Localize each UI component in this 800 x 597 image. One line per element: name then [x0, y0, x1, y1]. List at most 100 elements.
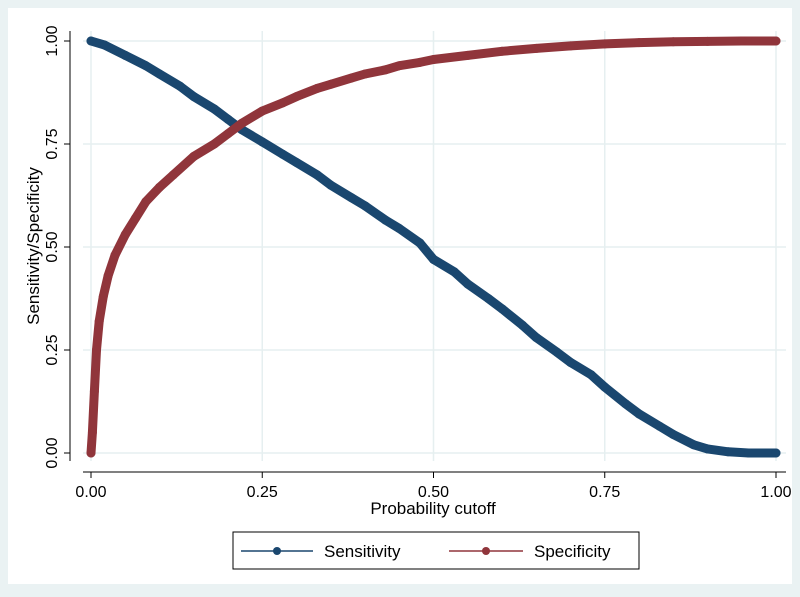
data-point: [497, 304, 507, 314]
x-tick-label: 0.00: [75, 484, 106, 501]
axes: 0.00 0.25 0.50 0.75 1.00 0.00 0.25 0.50 0.75 1.00: [44, 25, 792, 501]
data-point: [668, 430, 678, 439]
data-point: [552, 347, 562, 357]
data-point: [620, 399, 630, 409]
data-point: [278, 149, 288, 159]
data-point: [278, 98, 288, 108]
data-point: [381, 65, 391, 75]
y-tick-label: 0.25: [44, 334, 61, 365]
data-point: [141, 61, 151, 71]
data-point: [586, 370, 596, 380]
data-point: [292, 158, 301, 167]
plot-region-background: [8, 8, 792, 584]
data-point: [155, 69, 164, 79]
data-point: [100, 40, 110, 50]
data-point: [223, 129, 233, 139]
data-point: [168, 170, 178, 180]
data-point: [737, 36, 747, 46]
data-point: [750, 36, 760, 46]
data-point: [346, 193, 356, 203]
data-point: [189, 92, 199, 102]
data-point: [257, 137, 267, 147]
y-tick-label: 1.00: [44, 25, 61, 56]
y-axis-title: Sensitivity/Specificity: [24, 167, 43, 325]
data-point: [209, 139, 219, 149]
data-point: [463, 279, 473, 289]
data-point: [110, 250, 120, 260]
data-point: [155, 182, 164, 192]
x-axis-title: Probability cutoff: [370, 499, 496, 518]
data-point: [326, 79, 336, 89]
data-point: [381, 215, 391, 225]
data-point: [634, 38, 644, 48]
data-point: [189, 151, 199, 161]
data-point: [394, 61, 404, 71]
legend-items: Sensitivity Specificity: [241, 542, 611, 561]
data-point: [131, 213, 140, 223]
data-point: [531, 333, 541, 343]
data-point: [360, 69, 370, 79]
data-point: [120, 50, 130, 60]
data-point: [312, 170, 322, 180]
data-point: [87, 427, 97, 437]
data-point: [703, 444, 712, 454]
legend: Sensitivity Specificity: [232, 531, 640, 570]
data-point: [771, 36, 781, 46]
data-point: [98, 291, 108, 301]
data-point: [360, 201, 370, 211]
data-point: [497, 46, 507, 56]
data-point: [175, 81, 185, 91]
data-point: [120, 230, 130, 240]
data-point: [89, 386, 99, 396]
data-point: [429, 55, 438, 64]
data-point: [346, 73, 356, 83]
data-point: [326, 180, 336, 190]
data-point: [141, 197, 151, 207]
series-line-sensitivity: [86, 36, 781, 458]
legend-marker-specificity: [482, 547, 490, 555]
data-point: [209, 104, 219, 114]
series-sensitivity: [86, 36, 781, 458]
data-point: [689, 440, 699, 450]
legend-marker-sensitivity: [273, 547, 281, 555]
data-point: [237, 118, 247, 128]
data-point: [600, 39, 610, 49]
data-point: [92, 345, 101, 355]
data-point: [415, 57, 425, 67]
data-point: [94, 316, 104, 326]
data-point: [744, 448, 754, 458]
data-point: [483, 294, 493, 303]
data-point: [668, 37, 678, 47]
data-point: [634, 409, 644, 419]
y-tick-label: 0.50: [44, 231, 61, 262]
x-tick-label: 0.25: [247, 484, 278, 501]
data-point: [312, 83, 322, 93]
data-point: [566, 41, 575, 51]
data-point: [703, 36, 712, 46]
x-tick-label: 1.00: [760, 484, 791, 501]
data-point: [531, 43, 541, 53]
data-point: [655, 421, 664, 431]
data-point: [415, 238, 425, 248]
data-point: [103, 271, 113, 281]
data-point: [723, 447, 733, 457]
legend-label-sensitivity: Sensitivity: [324, 542, 401, 561]
data-point: [292, 92, 301, 102]
x-tick-label: 0.50: [418, 484, 449, 501]
series: [86, 36, 781, 458]
x-tick-label: 0.75: [589, 484, 620, 501]
data-point: [86, 36, 96, 46]
data-point: [463, 50, 473, 60]
data-point: [394, 224, 404, 233]
data-point: [600, 382, 610, 392]
y-tick-label: 0.75: [44, 128, 61, 159]
data-point: [566, 357, 575, 367]
data-point: [449, 267, 459, 277]
legend-label-specificity: Specificity: [534, 542, 611, 561]
data-point: [86, 448, 96, 458]
data-point: [429, 254, 438, 264]
y-tick-label: 0.00: [44, 437, 61, 468]
data-point: [257, 106, 267, 116]
